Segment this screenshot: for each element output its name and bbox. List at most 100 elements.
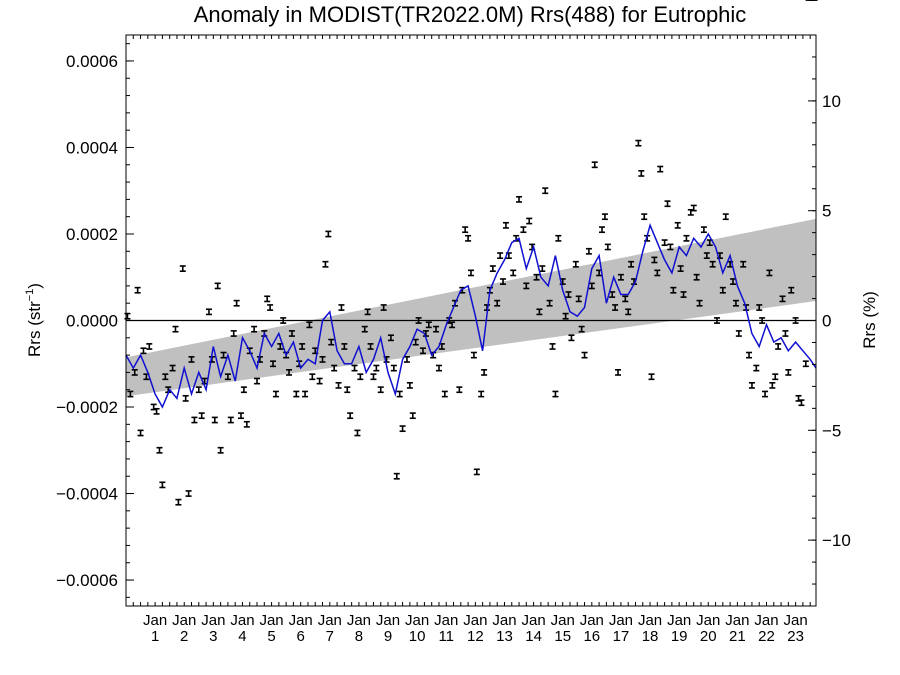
data-point-139 [575,295,582,303]
data-point-196 [762,390,769,398]
data-point-151 [615,369,622,376]
data-point-143 [588,282,595,290]
right-tick-label-0: 10 [822,92,841,111]
data-point-28 [214,282,221,290]
y-axis-label-left-superscript: −1 [24,289,36,302]
y-axis-label-left-close: ) [25,283,44,289]
data-point-32 [227,416,234,424]
left-tick-label-1: 0.0004 [66,138,118,157]
data-point-35 [238,412,244,420]
data-point-96 [435,364,442,372]
data-point-150 [612,304,619,311]
data-point-164 [657,165,664,173]
data-point-171 [680,291,687,298]
data-point-127 [536,308,543,316]
data-point-154 [625,308,632,316]
data-point-69 [347,412,354,420]
data-point-82 [390,364,397,372]
x-tick-month-4: Jan [230,612,254,629]
data-point-107 [470,351,477,359]
right-tick-label-2: 0 [822,312,831,331]
trend-band-layer [126,218,816,397]
data-point-43 [264,295,271,303]
y-axis-label-left-text: Rrs (str [25,301,44,357]
x-tick-month-7: Jan [318,612,342,629]
data-point-163 [654,269,661,277]
data-point-106 [468,269,474,277]
data-point-123 [523,282,530,290]
data-point-167 [667,243,674,251]
data-point-157 [635,139,642,147]
data-point-14 [169,364,176,372]
data-point-22 [195,386,202,394]
x-tick-month-8: Jan [347,612,371,629]
data-point-64 [331,364,338,372]
x-tick-month-17: Jan [609,612,633,629]
data-point-115 [497,252,504,260]
left-tick-label-0: 0.0006 [66,52,118,71]
data-point-197 [766,269,773,277]
data-point-138 [572,260,579,268]
data-point-33 [230,330,237,337]
data-point-140 [578,325,585,333]
data-point-1 [127,390,134,398]
data-point-193 [753,364,760,372]
data-point-2 [131,369,138,376]
data-point-84 [396,390,403,398]
x-tick-month-10: Jan [405,612,429,629]
data-point-51 [288,330,295,337]
data-point-60 [319,356,326,363]
data-point-158 [638,170,645,177]
data-point-68 [344,386,351,394]
data-point-75 [367,343,374,350]
data-point-147 [601,213,608,221]
x-tick-year-21: 21 [729,628,746,645]
data-point-105 [465,234,472,242]
data-point-124 [526,217,533,225]
data-point-201 [779,295,786,303]
data-point-11 [159,481,166,489]
data-point-146 [599,226,606,234]
data-point-44 [267,304,274,311]
data-point-87 [406,381,413,389]
x-tick-month-16: Jan [580,612,604,629]
x-tick-year-16: 16 [583,628,600,645]
data-point-70 [351,364,358,372]
data-point-12 [162,373,169,381]
data-point-5 [140,347,147,355]
data-point-65 [335,381,342,389]
x-tick-year-11: 11 [438,628,454,645]
data-point-203 [785,369,792,376]
data-point-7 [146,343,153,350]
x-tick-year-10: 10 [409,628,426,645]
data-point-59 [316,377,323,385]
data-point-95 [433,325,440,333]
y-axis-label-left: Rrs (str−1) [24,283,44,357]
x-tick-year-13: 13 [496,628,513,645]
x-tick-month-1: Jan [143,612,167,629]
data-point-71 [354,429,361,437]
x-tick-month-13: Jan [492,612,516,629]
data-point-192 [748,381,755,389]
data-point-116 [500,278,507,285]
x-tick-month-21: Jan [725,612,749,629]
data-point-199 [772,373,779,381]
x-tick-year-9: 9 [384,628,392,645]
data-point-126 [533,273,540,281]
data-point-166 [664,200,671,208]
x-tick-month-6: Jan [289,612,313,629]
data-point-21 [191,416,198,424]
y-axis-label-right: Rrs (%) [860,291,879,349]
data-point-142 [585,247,592,255]
data-point-52 [293,390,300,398]
data-point-37 [243,420,250,428]
data-point-31 [224,373,231,381]
data-point-104 [462,226,469,234]
data-point-20 [188,356,195,363]
data-point-45 [270,360,277,368]
data-point-34 [233,299,240,307]
left-tick-label-4: −0.0002 [56,398,118,417]
data-point-10 [156,446,163,454]
data-point-109 [478,390,485,398]
